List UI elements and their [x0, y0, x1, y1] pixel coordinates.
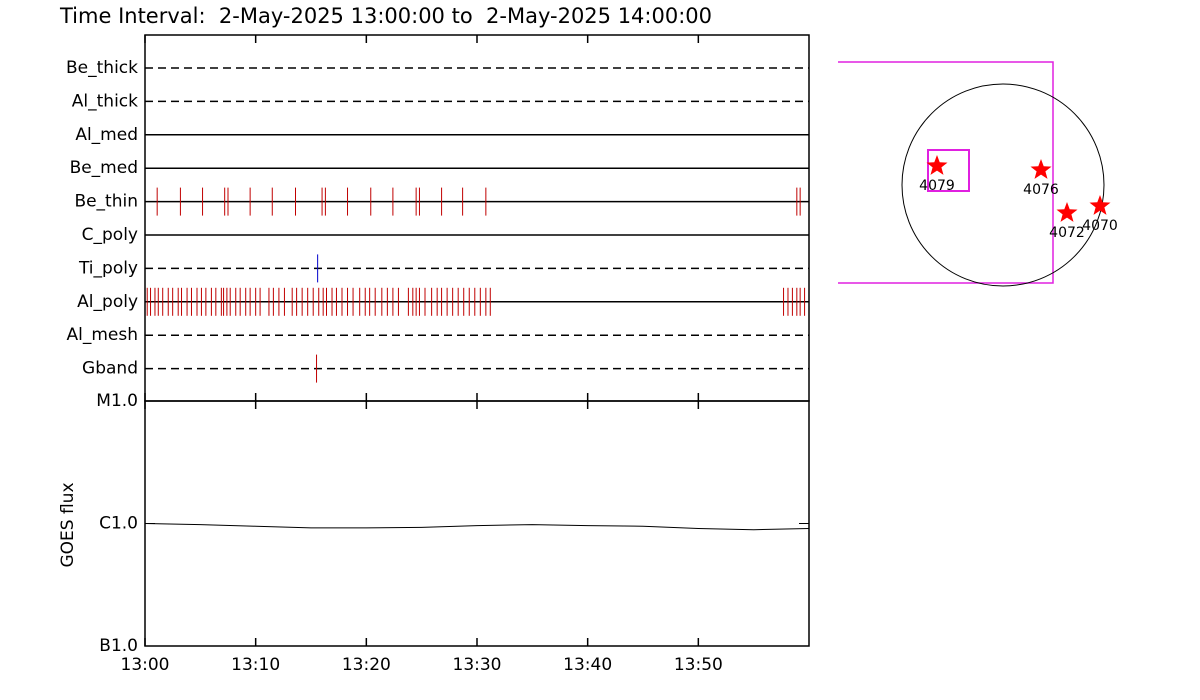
- region-star: [926, 155, 948, 175]
- y-tick-label: C1.0: [99, 514, 138, 534]
- target-box: [927, 149, 970, 192]
- x-tick-label: 13:00: [121, 655, 170, 675]
- y-tick-label: M1.0: [96, 391, 138, 411]
- region-label: 4079: [919, 178, 955, 194]
- row-label: C_poly: [82, 225, 138, 245]
- y-tick-label: B1.0: [99, 636, 138, 656]
- row-label: Al_poly: [77, 292, 138, 312]
- x-tick-label: 13:20: [342, 655, 391, 675]
- region-star: [1089, 195, 1111, 215]
- row-label: Al_thick: [72, 91, 138, 111]
- timeline-frame: [144, 34, 810, 402]
- y-axis-label: GOES flux: [58, 482, 78, 567]
- x-tick-label: 13:40: [563, 655, 612, 675]
- x-tick-label: 13:50: [674, 655, 723, 675]
- x-tick-label: 13:30: [453, 655, 502, 675]
- field-of-view: [838, 61, 1054, 284]
- title: Time Interval: 2-May-2025 13:00:00 to 2-…: [59, 4, 712, 28]
- row-label: Al_mesh: [66, 325, 138, 345]
- region-label: 4070: [1082, 218, 1118, 234]
- goes-curve: [144, 523, 810, 531]
- row-label: Ti_poly: [78, 258, 138, 278]
- solar-disk: [901, 83, 1105, 287]
- region-label: 4076: [1023, 182, 1059, 198]
- row-label: Be_thin: [74, 192, 138, 212]
- row-label: Al_med: [75, 125, 138, 145]
- x-tick-label: 13:10: [231, 655, 280, 675]
- region-star: [1056, 202, 1078, 222]
- region-star: [1030, 159, 1052, 179]
- region-label: 4072: [1049, 225, 1085, 241]
- row-label: Gband: [82, 359, 138, 379]
- row-label: Be_med: [70, 158, 138, 178]
- row-label: Be_thick: [66, 58, 138, 78]
- goes-frame: [144, 400, 810, 647]
